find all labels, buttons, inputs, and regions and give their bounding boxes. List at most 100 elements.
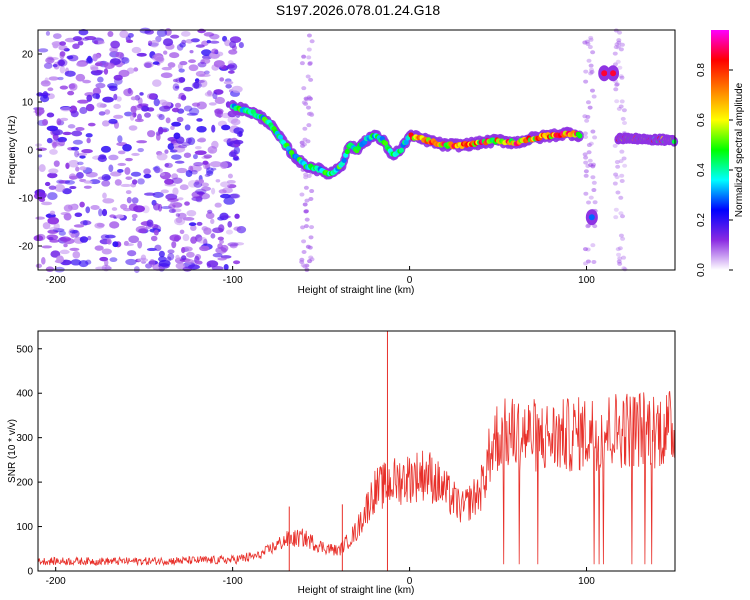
noise-blob: [204, 173, 211, 177]
noise-blob: [59, 85, 69, 90]
noise-blob: [305, 105, 311, 110]
noise-blob: [152, 61, 160, 65]
noise-blob: [182, 217, 195, 221]
y-tick-label: 500: [16, 344, 33, 355]
noise-blob: [42, 119, 49, 126]
noise-blob: [130, 96, 137, 101]
noise-blob: [55, 138, 64, 143]
noise-blob: [583, 69, 589, 74]
noise-blob: [79, 166, 87, 171]
noise-blob: [203, 227, 212, 235]
noise-blob: [167, 197, 179, 202]
spectrogram-y-label: Frequency (Hz): [7, 116, 18, 185]
noise-blob: [613, 207, 619, 212]
noise-blob: [40, 80, 51, 87]
noise-blob: [126, 196, 132, 204]
ridge-core: [277, 134, 284, 140]
noise-blob: [622, 163, 628, 168]
y-tick-label: 0: [27, 567, 33, 578]
noise-blob: [104, 109, 111, 115]
noise-blob: [57, 76, 64, 81]
noise-blob: [194, 78, 200, 83]
noise-blob: [301, 239, 307, 244]
noise-blob: [149, 39, 159, 48]
noise-blob: [226, 179, 236, 184]
noise-blob: [137, 178, 145, 185]
noise-blob: [223, 263, 229, 271]
noise-blob: [59, 249, 70, 255]
noise-blob: [211, 48, 219, 54]
noise-blob: [587, 158, 593, 163]
noise-blob: [89, 179, 101, 185]
noise-blob: [59, 41, 67, 46]
noise-blob: [67, 124, 76, 129]
noise-blob: [98, 208, 103, 217]
noise-blob: [35, 216, 45, 220]
ridge-tail-core: [671, 139, 677, 145]
noise-blob: [208, 102, 217, 106]
noise-blob: [34, 107, 45, 115]
noise-blob: [183, 105, 193, 112]
noise-blob: [215, 113, 222, 118]
noise-blob: [60, 106, 72, 112]
noise-blob: [160, 72, 173, 79]
noise-blob: [156, 28, 168, 37]
noise-blob: [65, 162, 70, 169]
noise-blob: [128, 235, 140, 244]
colorbar-tick-label: 0.4: [696, 163, 707, 177]
snr-plot-area: [38, 331, 675, 571]
noise-blob: [113, 74, 123, 81]
noise-blob: [618, 195, 624, 200]
noise-blob: [97, 76, 104, 83]
noise-blob: [190, 38, 200, 43]
noise-blob: [211, 187, 216, 195]
noise-blob: [103, 68, 109, 75]
noise-blob: [59, 236, 72, 242]
snr-y-label: SNR (10 * v/v): [7, 419, 18, 483]
noise-blob: [70, 146, 80, 151]
noise-blob: [617, 65, 623, 70]
noise-blob: [586, 150, 592, 155]
noise-blob: [107, 31, 114, 37]
noise-blob: [158, 259, 171, 267]
noise-blob: [52, 228, 65, 233]
noise-blob: [143, 192, 156, 196]
noise-blob: [75, 73, 86, 82]
noise-blob: [69, 230, 79, 234]
noise-blob: [115, 214, 125, 219]
noise-blob: [613, 45, 619, 50]
noise-blob: [131, 46, 142, 54]
noise-blob: [48, 168, 59, 174]
noise-blob: [301, 86, 307, 91]
noise-blob: [129, 113, 135, 121]
noise-blob: [228, 70, 235, 74]
noise-blob: [591, 188, 597, 193]
y-tick-label: 300: [16, 433, 33, 444]
noise-blob: [104, 258, 109, 267]
noise-blob: [106, 238, 112, 245]
noise-blob: [178, 77, 186, 83]
ridge-core: [341, 157, 347, 163]
noise-blob: [79, 201, 85, 208]
noise-blob: [125, 157, 133, 162]
noise-blob: [164, 162, 173, 169]
noise-blob: [186, 209, 197, 217]
noise-blob: [300, 143, 306, 148]
noise-blob: [95, 266, 108, 271]
x-tick-label: 0: [407, 275, 413, 286]
noise-blob: [100, 145, 111, 153]
noise-blob: [305, 74, 311, 79]
noise-blob: [73, 224, 85, 228]
noise-blob: [203, 70, 210, 75]
noise-blob: [614, 82, 620, 87]
noise-blob: [309, 189, 315, 194]
noise-blob: [182, 266, 193, 272]
colorbar: 0.0 0.2 0.4 0.6 0.8 Normalized spectral ampl…: [696, 30, 745, 277]
y-tick-label: -10: [19, 194, 34, 205]
noise-blob: [198, 137, 207, 143]
noise-blob: [175, 217, 183, 224]
noise-blob: [181, 39, 187, 45]
noise-blob: [214, 96, 226, 105]
noise-blob: [116, 96, 122, 102]
y-tick-label: -20: [19, 242, 34, 253]
